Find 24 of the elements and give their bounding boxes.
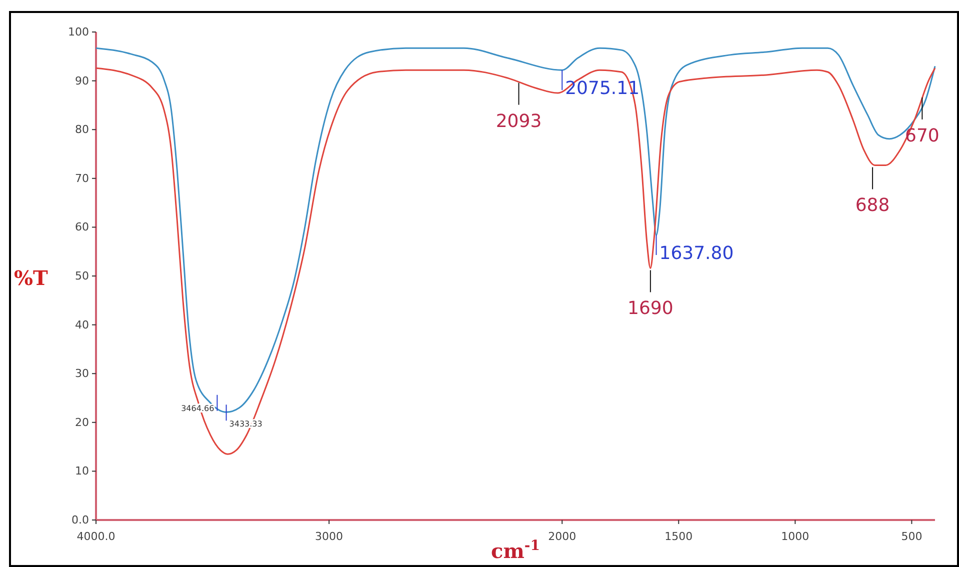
y-tick-label: 30 [75,367,89,380]
annotation: 1690 [628,298,674,320]
y-tick-label: 10 [75,464,89,478]
y-tick-label: 60 [75,220,89,234]
y-tick-label: 100 [68,26,89,39]
x-tick-label: 3000 [315,530,344,543]
x-tick-label: 2000 [548,530,576,543]
x-tick-label: 500 [901,530,922,543]
x-tick-label: 1000 [781,530,810,543]
annotation: 688 [855,195,890,216]
y-tick-label: 90 [75,74,89,88]
x-axis-title: cm$^{-1}$ [491,538,540,563]
x-tick-label: 1500 [664,530,693,543]
y-tick-label: 80 [75,123,89,136]
y-tick-label: 40 [75,318,89,332]
annotation: 2093 [496,110,542,132]
y-tick-label: 70 [75,172,89,185]
x-tick-label: 4000.0 [76,530,116,543]
y-tick-label: 20 [75,416,89,429]
y-tick-label: 0.0 [72,514,89,527]
y-tick-label: 50 [75,270,89,283]
annotation: 1637.80 [659,243,734,264]
annotation: 670 [905,125,940,146]
y-axis-title: %T [14,266,48,290]
